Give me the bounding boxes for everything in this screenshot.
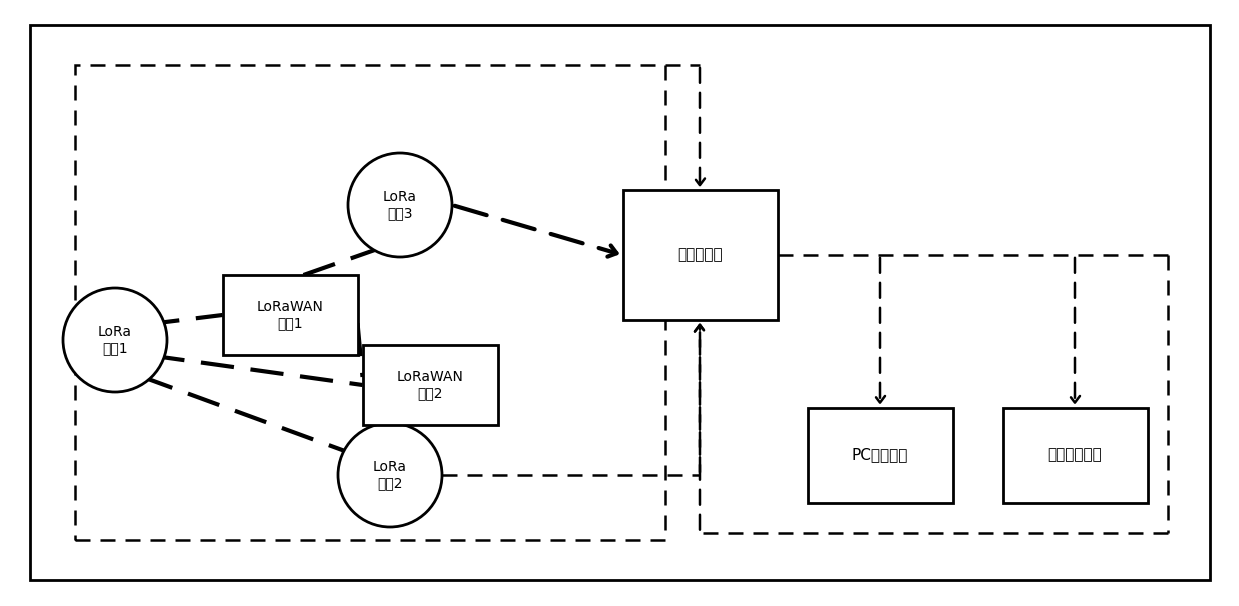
Bar	[363, 345, 498, 425]
Bar	[223, 275, 358, 355]
Text: PC管理终端: PC管理终端	[852, 447, 908, 462]
Circle shape	[348, 153, 452, 257]
Text: LoRaWAN
终端1: LoRaWAN 终端1	[256, 300, 323, 330]
Text: LoRa
网关3: LoRa 网关3	[383, 190, 418, 220]
Bar	[808, 407, 953, 502]
Text: LoRa
网关2: LoRa 网关2	[373, 460, 406, 490]
Text: 网络服务器: 网络服务器	[678, 247, 722, 262]
Text: 智能移动终端: 智能移动终端	[1048, 447, 1103, 462]
Bar	[76, 65, 665, 540]
Text: LoRa
网关1: LoRa 网关1	[98, 325, 133, 355]
Bar	[622, 190, 778, 320]
Text: LoRaWAN
终端2: LoRaWAN 终端2	[396, 370, 463, 400]
Bar	[1002, 407, 1147, 502]
Circle shape	[338, 423, 442, 527]
Circle shape	[63, 288, 167, 392]
